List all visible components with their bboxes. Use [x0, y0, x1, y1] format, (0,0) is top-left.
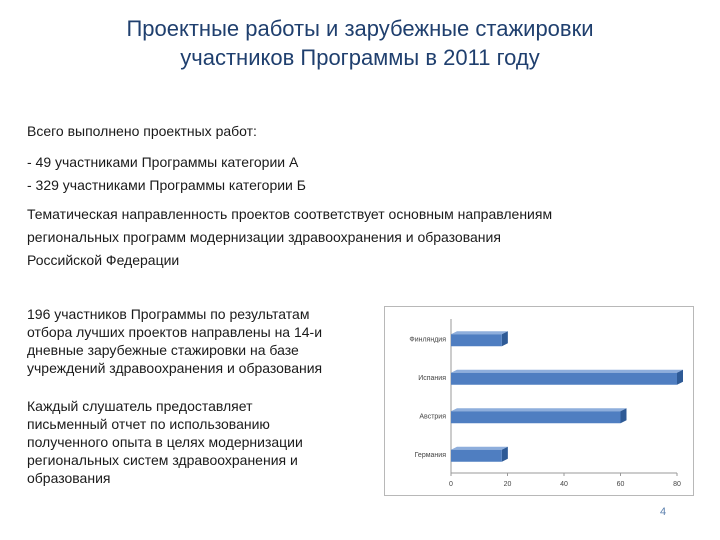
bar-side [677, 369, 683, 385]
list-item: - 49 участниками Программы категории А [27, 154, 299, 170]
bar [451, 372, 677, 385]
internship-paragraph: 196 участников Программы по результатам … [27, 305, 372, 377]
internship-country-chart: Финляндия Испания Австрия Германия 0 20 40 60 80 [384, 306, 694, 496]
internship-line-1: 196 участников Программы по результатам [27, 306, 310, 322]
y-tick-label: Финляндия [409, 336, 446, 343]
x-tick-label: 20 [504, 481, 512, 488]
report-line-2: письменный отчет по использованию [27, 416, 270, 432]
internship-line-2: отбора лучших проектов направлены на 14-… [27, 324, 323, 340]
report-line-4: региональных систем здравоохранения и [27, 452, 298, 468]
bar [451, 449, 502, 462]
bar [451, 411, 621, 424]
bar-top [451, 369, 683, 373]
bar-side [501, 446, 508, 462]
title-line-2: участников Программы в 2011 году [180, 45, 540, 70]
report-paragraph: Каждый слушатель предоставляет письменны… [27, 397, 372, 487]
theme-paragraph: Тематическая направленность проектов соо… [27, 203, 587, 272]
title-line-1: Проектные работы и зарубежные стажировки [126, 16, 594, 41]
list-item: - 329 участниками Программы категории Б [27, 177, 306, 193]
x-tick-label: 0 [449, 481, 453, 488]
bar-top [451, 446, 508, 450]
bar [451, 334, 502, 347]
internship-line-3: дневные зарубежные стажировки на базе [27, 342, 299, 358]
slide-title: Проектные работы и зарубежные стажировки… [40, 14, 680, 72]
y-tick-label: Испания [418, 375, 446, 382]
report-line-5: образования [27, 470, 111, 486]
bar-side [620, 408, 627, 424]
report-line-1: Каждый слушатель предоставляет [27, 398, 253, 414]
theme-line-1: Тематическая направленность проектов соо… [27, 206, 553, 222]
projects-intro: Всего выполнено проектных работ: [27, 123, 257, 139]
bar-side [501, 331, 508, 347]
report-line-3: полученного опыта в целях модернизации [27, 434, 303, 450]
page-number: 4 [660, 506, 667, 518]
x-tick-label: 60 [617, 481, 625, 488]
theme-line-3: Российской Федерации [27, 252, 180, 268]
x-tick-label: 80 [673, 481, 681, 488]
x-tick-label: 40 [560, 481, 568, 488]
bar-top [451, 331, 508, 335]
bar-top [451, 408, 627, 412]
y-tick-label: Германия [415, 452, 447, 459]
theme-line-2: региональных программ модернизации здрав… [27, 229, 501, 245]
internship-line-4: учреждений здравоохранения и образования [27, 360, 323, 376]
projects-list: - 49 участниками Программы категории А -… [27, 151, 306, 197]
chart-canvas: Финляндия Испания Австрия Германия 0 20 40 60 80 [409, 319, 683, 488]
y-tick-label: Австрия [419, 413, 446, 420]
